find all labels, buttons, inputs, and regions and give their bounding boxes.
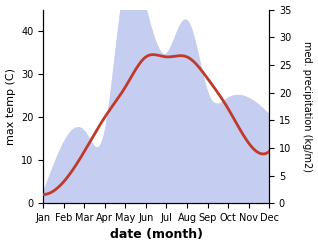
Y-axis label: med. precipitation (kg/m2): med. precipitation (kg/m2) (302, 41, 313, 172)
X-axis label: date (month): date (month) (110, 228, 203, 242)
Y-axis label: max temp (C): max temp (C) (5, 68, 16, 145)
